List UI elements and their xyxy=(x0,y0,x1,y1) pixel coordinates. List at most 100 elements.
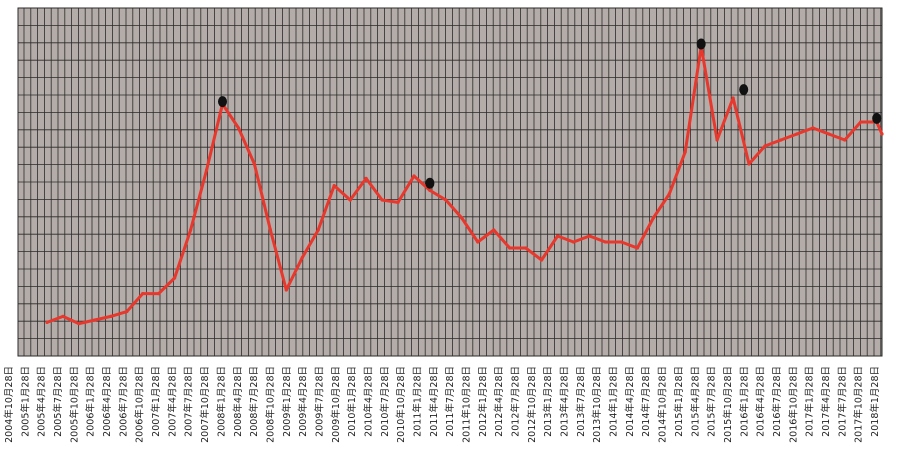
x-tick-label: 2014年10月28日 xyxy=(657,366,669,443)
data-point xyxy=(268,228,272,232)
x-tick-label: 2016年4月28日 xyxy=(755,366,767,437)
data-point xyxy=(747,162,751,166)
data-point xyxy=(189,228,193,232)
data-point xyxy=(236,126,241,130)
data-point xyxy=(332,184,336,188)
data-point xyxy=(125,310,129,314)
data-point xyxy=(428,188,432,192)
x-tick-label: 2006年1月28日 xyxy=(85,366,97,437)
data-point xyxy=(651,216,655,220)
grid-lines xyxy=(18,8,882,357)
data-point xyxy=(811,126,815,130)
data-point xyxy=(444,198,448,202)
x-tick-label: 2010年7月28日 xyxy=(379,366,391,437)
x-tick-label: 2014年4月28日 xyxy=(624,366,636,437)
x-tick-label: 2011年7月28日 xyxy=(444,366,456,437)
x-tick-label: 2017年10月28日 xyxy=(853,366,865,443)
x-tick-label: 2005年7月28日 xyxy=(52,366,64,437)
x-tick-label: 2016年7月28日 xyxy=(771,366,783,437)
x-tick-label: 2008年1月28日 xyxy=(215,366,227,437)
x-tick-label: 2005年1月28日 xyxy=(19,366,31,437)
x-tick-label: 2008年4月28日 xyxy=(232,366,244,437)
data-point xyxy=(571,240,576,244)
highlight-marker xyxy=(696,38,706,50)
x-tick-label: 2013年10月28日 xyxy=(591,366,603,443)
x-tick-label: 2016年10月28日 xyxy=(787,366,799,443)
x-tick-label: 2014年1月28日 xyxy=(608,366,620,437)
data-point xyxy=(683,150,687,154)
x-tick-label: 2017年7月28日 xyxy=(836,366,848,437)
data-point xyxy=(587,234,592,238)
data-point xyxy=(300,256,304,260)
data-point xyxy=(348,198,352,202)
data-point xyxy=(556,234,560,238)
x-tick-label: 2005年4月28日 xyxy=(36,366,48,437)
x-tick-label: 2006年4月28日 xyxy=(101,366,113,437)
data-point xyxy=(252,162,256,166)
x-tick-label: 2012年10月28日 xyxy=(526,366,538,443)
x-tick-label: 2005年10月28日 xyxy=(68,366,80,443)
data-point xyxy=(476,240,480,244)
data-point xyxy=(667,192,671,196)
data-point xyxy=(45,320,49,324)
data-point xyxy=(524,246,528,250)
x-tick-label: 2013年1月28日 xyxy=(542,366,554,437)
highlight-marker xyxy=(218,96,227,108)
data-point xyxy=(795,132,799,136)
x-tick-label: 2012年4月28日 xyxy=(493,366,505,437)
x-tick-label: 2006年10月28日 xyxy=(134,366,146,443)
x-tick-label: 2015年1月28日 xyxy=(673,366,685,437)
x-tick-label: 2010年1月28日 xyxy=(346,366,358,437)
data-point xyxy=(715,138,719,142)
x-tick-label: 2007年4月28日 xyxy=(166,366,178,437)
x-tick-label: 2009年1月28日 xyxy=(281,366,293,437)
x-tick-label: 2007年10月28日 xyxy=(199,366,211,443)
x-tick-label: 2017年4月28日 xyxy=(820,366,832,437)
highlight-marker xyxy=(425,177,435,189)
x-tick-label: 2011年4月28日 xyxy=(428,366,440,437)
x-tick-label: 2004年10月28日 xyxy=(3,366,15,443)
x-tick-label: 2007年1月28日 xyxy=(150,366,162,437)
data-point xyxy=(460,216,464,220)
data-point xyxy=(141,292,145,296)
x-tick-label: 2017年1月28日 xyxy=(804,366,816,437)
data-point xyxy=(827,132,831,136)
data-point xyxy=(763,144,767,148)
data-point xyxy=(603,240,608,244)
x-tick-label: 2016年1月28日 xyxy=(738,366,750,437)
x-tick-label: 2009年7月28日 xyxy=(314,366,326,437)
x-tick-label: 2014年7月28日 xyxy=(640,366,652,437)
data-point xyxy=(635,246,640,250)
plot-border xyxy=(17,7,883,357)
series-line xyxy=(45,44,884,326)
data-point xyxy=(93,318,97,322)
data-point xyxy=(109,314,113,318)
data-point xyxy=(364,176,368,180)
highlight-markers xyxy=(218,38,882,189)
x-tick-label: 2012年1月28日 xyxy=(477,366,489,437)
data-point xyxy=(173,276,177,280)
x-tick-label: 2007年7月28日 xyxy=(183,366,195,437)
x-tick-label: 2010年10月28日 xyxy=(395,366,407,443)
x-tick-label: 2013年4月28日 xyxy=(559,366,571,437)
x-tick-labels: 2004年10月28日 2005年1月28日 2005年4月28日 2005年7月28… xyxy=(3,366,881,443)
data-point xyxy=(61,314,65,318)
data-point xyxy=(508,246,512,250)
data-point xyxy=(492,228,496,232)
data-point xyxy=(412,174,416,178)
x-tick-label: 2012年7月28日 xyxy=(510,366,522,437)
data-point xyxy=(540,258,544,262)
data-point xyxy=(316,228,320,232)
x-tick-label: 2013年7月28日 xyxy=(575,366,587,437)
x-tick-label: 2009年10月28日 xyxy=(330,366,342,443)
data-point xyxy=(880,132,884,136)
x-tick-label: 2011年1月28日 xyxy=(412,366,424,437)
data-point xyxy=(731,96,735,100)
data-point xyxy=(284,288,288,292)
x-tick-label: 2008年10月28日 xyxy=(264,366,276,443)
data-point xyxy=(77,322,81,326)
data-point xyxy=(380,198,384,202)
data-point xyxy=(779,138,783,142)
x-tick-label: 2009年4月28日 xyxy=(297,366,309,437)
